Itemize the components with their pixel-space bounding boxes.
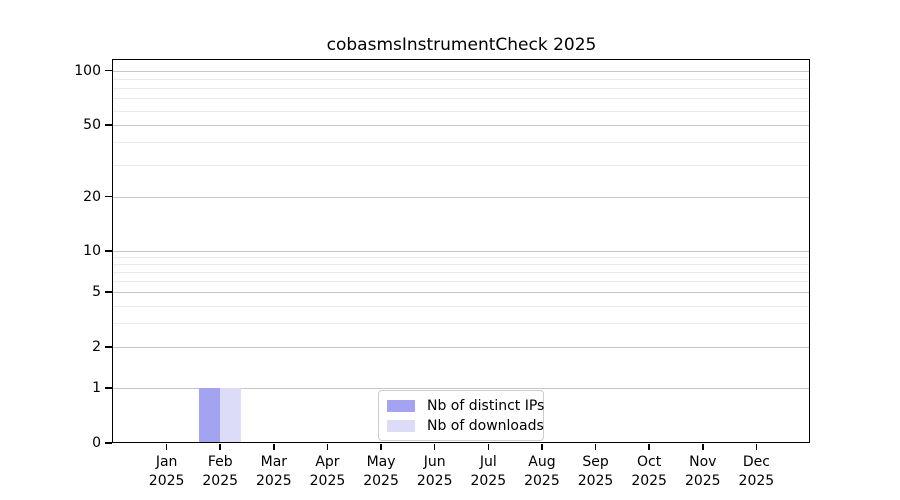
gridline-minor [113, 164, 810, 166]
gridline-minor [113, 257, 810, 259]
x-tick-oct [648, 444, 650, 450]
x-tick-mar [273, 444, 275, 450]
bar-feb-downloads[interactable] [220, 388, 242, 443]
legend-swatch-downloads [387, 419, 415, 432]
bar-feb-distinct-ips[interactable] [199, 388, 221, 443]
legend-item-distinct-ips: Nb of distinct IPs [387, 397, 544, 414]
x-tick-label-aug: Aug 2025 [514, 453, 570, 491]
x-tick-label-feb: Feb 2025 [192, 453, 248, 491]
x-tick-label-apr: Apr 2025 [299, 453, 355, 491]
gridline-minor [113, 281, 810, 283]
x-tick-year: 2025 [363, 473, 399, 489]
chart-title: cobasmsInstrumentCheck 2025 [326, 35, 597, 55]
y-tick-label-5: 5 [92, 284, 101, 301]
x-tick-may [380, 444, 382, 450]
gridline-minor [113, 322, 810, 324]
y-tick-5 [105, 291, 112, 293]
x-tick-year: 2025 [148, 473, 185, 489]
x-tick-apr [326, 444, 329, 450]
gridline-major [113, 124, 810, 126]
x-tick-year: 2025 [631, 473, 667, 489]
x-tick-label-jul: Jul 2025 [460, 453, 516, 491]
plot-area [113, 60, 810, 443]
y-tick-label-1: 1 [92, 380, 101, 396]
y-tick-label-50: 50 [83, 116, 101, 133]
y-tick-50 [105, 124, 112, 126]
x-tick-label-nov: Nov 2025 [675, 453, 731, 491]
gridline-minor [113, 87, 810, 89]
x-tick-year: 2025 [524, 473, 560, 489]
y-tick-10 [105, 250, 112, 252]
y-tick-20 [105, 195, 112, 198]
legend-swatch-distinct-ips [387, 399, 415, 412]
gridline-minor [113, 264, 810, 266]
gridline-major [113, 292, 810, 294]
gridline-major [113, 70, 810, 72]
x-tick-label-oct: Oct 2025 [621, 453, 677, 491]
gridline-minor [113, 142, 810, 144]
y-tick-label-100: 100 [74, 62, 101, 79]
x-tick-year: 2025 [738, 473, 775, 489]
legend-label-downloads: Nb of downloads [427, 417, 544, 434]
x-tick-aug [541, 444, 543, 450]
gridline-minor [113, 272, 810, 274]
gridline-major [113, 388, 810, 389]
legend-item-downloads: Nb of downloads [387, 417, 544, 434]
gridline-minor [113, 305, 810, 307]
x-tick-sep [594, 444, 597, 450]
x-tick-feb [219, 444, 221, 450]
x-tick-year: 2025 [309, 473, 346, 489]
x-tick-year: 2025 [470, 473, 507, 489]
x-tick-label-jun: Jun 2025 [407, 453, 463, 491]
x-tick-nov [702, 444, 704, 450]
x-tick-jan [165, 444, 168, 450]
gridline-minor [113, 78, 810, 80]
y-tick-label-20: 20 [83, 188, 101, 205]
x-tick-year: 2025 [256, 473, 292, 489]
x-tick-year: 2025 [416, 473, 453, 489]
x-tick-jul [487, 444, 490, 450]
legend-label-distinct-ips: Nb of distinct IPs [427, 397, 545, 414]
x-tick-dec [755, 444, 758, 450]
y-tick-0 [105, 442, 112, 444]
gridline-minor [113, 98, 810, 100]
y-tick-label-2: 2 [92, 338, 101, 355]
gridline-major [113, 251, 810, 252]
legend: Nb of distinct IPs Nb of downloads [378, 390, 544, 441]
y-tick-label-0: 0 [92, 435, 101, 451]
y-tick-100 [105, 69, 112, 72]
y-tick-2 [105, 346, 112, 348]
gridline-major [113, 346, 810, 348]
x-tick-label-sep: Sep 2025 [568, 453, 624, 491]
y-tick-label-10: 10 [83, 243, 101, 259]
x-tick-jun [433, 444, 436, 450]
x-tick-year: 2025 [577, 473, 614, 489]
x-tick-year: 2025 [202, 473, 239, 489]
x-tick-label-may: May 2025 [353, 453, 409, 491]
x-tick-label-dec: Dec 2025 [728, 453, 784, 491]
y-tick-1 [105, 387, 112, 389]
gridline-major [113, 196, 810, 198]
x-tick-label-jan: Jan 2025 [139, 453, 195, 491]
gridline-minor [113, 110, 810, 112]
x-tick-label-mar: Mar 2025 [246, 453, 302, 491]
x-tick-year: 2025 [684, 473, 721, 489]
